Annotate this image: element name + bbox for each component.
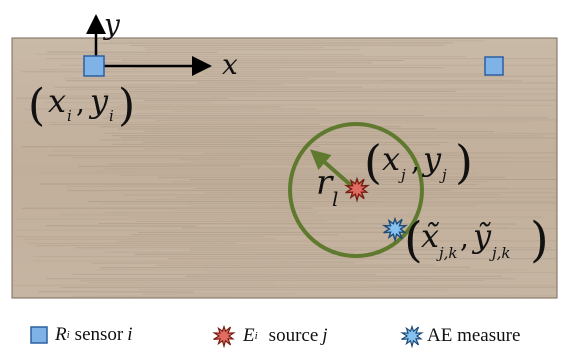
svg-text:x̃: x̃ (421, 217, 440, 255)
source-star-legend-icon (212, 324, 236, 348)
source-star-icon (343, 176, 371, 203)
svg-text:x: x (382, 140, 400, 178)
search-radius-circle (288, 122, 424, 258)
measure-star-legend-icon (400, 324, 424, 348)
sensor-x-base: x (48, 82, 66, 120)
svg-text:(: ( (404, 212, 423, 268)
x-axis-label: x (222, 48, 238, 81)
svg-text:ỹ: ỹ (471, 217, 492, 255)
legend-source-symbol: E (243, 325, 255, 346)
svg-text:j,k: j,k (436, 244, 458, 262)
svg-text:j: j (439, 166, 447, 184)
measure-coordinate-label: ( x̃ j,k , ỹ j,k ) (404, 212, 549, 268)
sensor-square-icon (30, 326, 48, 344)
sensor-square-origin (83, 55, 105, 77)
paren-close: ) (118, 80, 135, 131)
y-axis-label: y (102, 8, 121, 41)
sensor-x-sub: i (67, 107, 72, 125)
sensor-y-sub: i (109, 107, 114, 125)
svg-text:,: , (460, 221, 469, 254)
svg-text:): ) (530, 212, 549, 268)
svg-text:j: j (398, 166, 406, 184)
legend-sensor-symbol: R (55, 324, 67, 345)
svg-text:(: ( (364, 135, 382, 189)
paren-open: ( (28, 80, 45, 131)
legend-sensor-var: i (127, 324, 133, 345)
svg-text:): ) (455, 135, 473, 189)
svg-text:,: , (411, 144, 420, 177)
wood-plate (11, 37, 558, 299)
legend-item-measure: AE measure (400, 324, 520, 348)
legend-source-var: j (322, 325, 328, 346)
sensor-square-right (484, 56, 504, 76)
comma: , (76, 86, 85, 119)
ae-measure-star-icon (381, 216, 409, 243)
radius-arrow (309, 149, 356, 190)
legend-source-sub: i (254, 330, 258, 342)
legend-source-text: source (268, 325, 319, 346)
sensor-y-base: y (88, 82, 109, 120)
source-coordinate-label: ( x j , y j ) (364, 135, 473, 189)
svg-text:j,k: j,k (489, 244, 511, 262)
legend-sensor-sub: i (66, 329, 70, 341)
svg-text:y: y (421, 140, 442, 178)
legend-measure-text: AE measure (427, 325, 521, 346)
legend-sensor-text: sensor (74, 324, 124, 345)
radius-label-base: r (316, 163, 334, 203)
sensor-coordinate-label: ( x i , y i ) (28, 80, 135, 131)
radius-label-sub: l (332, 187, 338, 211)
